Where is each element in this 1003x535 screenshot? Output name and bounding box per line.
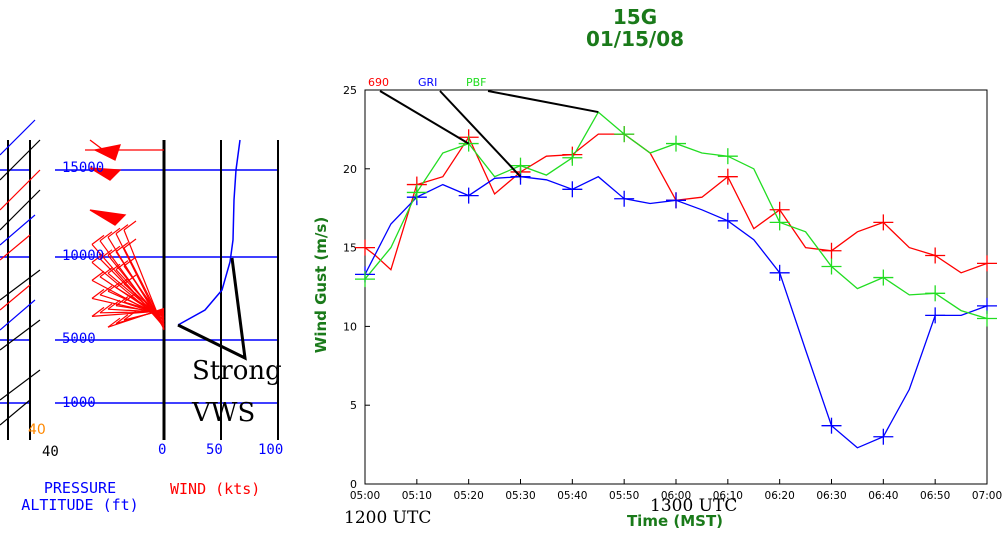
altitude-tick-5000: 5000 [62,331,96,347]
chart-title: 15G [612,5,658,29]
x-tick-label: 05:40 [557,490,587,502]
x-tick-label: 06:40 [868,490,898,502]
x-tick-label: 06:10 [713,490,743,502]
altitude-tick-1000: 1000 [62,395,96,411]
wind-kts-label: WIND (kts) [170,480,261,498]
wind-tick-50: 50 [206,442,223,458]
marker-690 [925,247,946,264]
x-tick-label: 05:00 [350,490,380,502]
strong-vws-annotation: Strong VWS [192,356,282,428]
x-axis-label: Time (MST) [626,512,724,530]
marker-GRI [458,187,479,204]
annotation-line-pbf [487,90,599,114]
marker-PBF [717,148,738,165]
y-tick-label: 15 [343,242,357,255]
marker-PBF [355,271,375,288]
annotation-line-gri [439,90,522,178]
marker-40: 40 [28,422,46,438]
y-tick-label: 25 [343,84,357,97]
wind-profile-panel: 40 [0,119,279,440]
marker-690 [717,168,738,185]
marker-GRI [717,212,738,229]
marker-GRI [821,417,842,434]
y-tick-label: 0 [350,478,357,491]
marker-PBF [614,126,635,143]
x-tick-label: 06:30 [816,490,846,502]
marker-GRI [562,181,583,198]
marker-690 [821,242,842,259]
wind-tick-0: 0 [158,442,167,458]
y-tick-label: 5 [350,399,357,412]
pressure-altitude-label: PRESSURE ALTITUDE (ft) [21,479,139,514]
y-tick-label: 20 [343,163,357,176]
series-line-690 [364,133,988,274]
marker-GRI [873,428,894,445]
marker-PBF [821,258,842,275]
x-tick-label: 05:10 [402,490,432,502]
annotation-1300-utc: 1300 UTC [650,496,738,516]
marker-690 [873,214,894,231]
bottom-value: 40 [42,444,59,460]
x-tick-label: 07:00 [972,490,1002,502]
series-line-GRI [364,175,988,449]
altitude-tick-15000: 15000 [62,160,105,176]
x-tick-label: 05:20 [454,490,484,502]
marker-690 [355,239,375,256]
annotation-line-690 [379,90,470,145]
legend-entry-690: 690 [368,76,389,89]
marker-PBF [406,184,427,201]
legend-entry-PBF: PBF [466,76,487,89]
wind-tick-100: 100 [258,442,284,458]
marker-PBF [977,310,997,327]
marker-PBF [925,285,946,302]
marker-GRI [769,264,790,281]
marker-PBF [510,157,531,174]
marker-GRI [925,307,946,324]
marker-690 [977,255,997,272]
marker-GRI [614,190,635,207]
x-tick-label: 05:50 [609,490,639,502]
x-tick-label: 06:20 [765,490,795,502]
annotation-1200-utc: 1200 UTC [344,508,432,528]
marker-PBF [769,214,790,231]
legend-entry-GRI: GRI [418,76,437,89]
marker-GRI [666,192,686,209]
marker-PBF [666,135,686,152]
x-tick-label: 06:00 [661,490,691,502]
y-axis-label: Wind Gust (m/s) [312,216,330,354]
y-tick-label: 10 [343,320,357,333]
marker-PBF [562,149,583,166]
marker-PBF [873,269,894,286]
chart-subtitle: 01/15/08 [585,27,685,51]
x-tick-label: 06:50 [920,490,950,502]
altitude-tick-10000: 10000 [62,248,105,264]
x-tick-label: 05:30 [505,490,535,502]
